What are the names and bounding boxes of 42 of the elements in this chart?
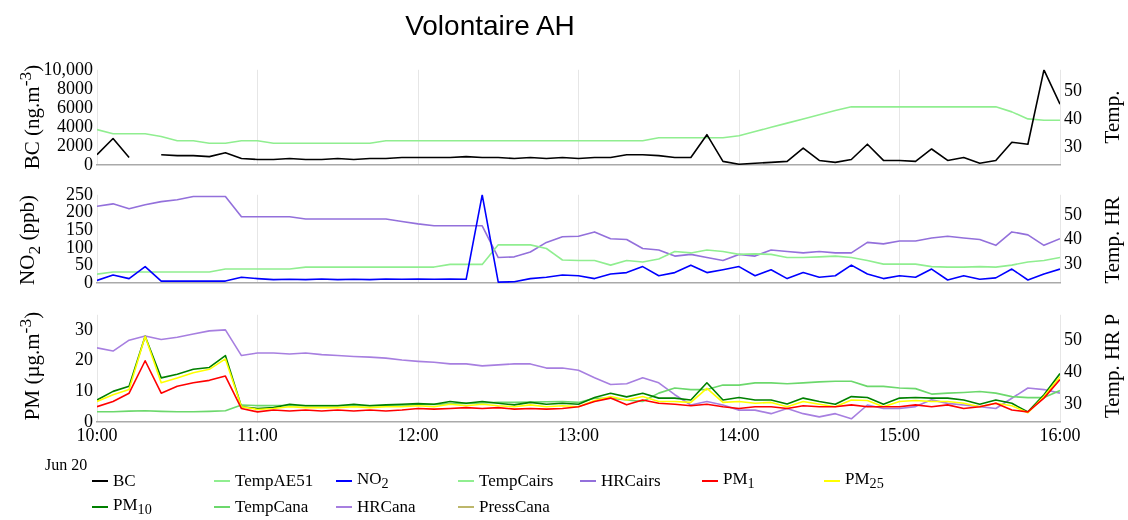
text: Jun 20 (45, 456, 88, 474)
legend-label: TempAE51 (235, 471, 314, 491)
y2-tick-label: 30 (1064, 135, 1082, 156)
legend-label: PM$_{25}$ (845, 469, 884, 493)
y2-tick-label: 30 (1064, 252, 1082, 273)
y2-axis-title: Temp. (1099, 90, 1125, 144)
legend-label: PM$_{1}$ (723, 469, 755, 493)
x-tick-label: 14:00 (718, 424, 760, 445)
x-tick-label: 16:00 (1039, 424, 1081, 445)
y-tick-label: 4000 (57, 115, 93, 136)
legend-label: BC (113, 471, 136, 491)
legend-label: TempCairs (479, 471, 554, 491)
legend-label: PM$_{10}$ (113, 495, 152, 519)
y-tick-label: 10,000 (43, 58, 93, 79)
legend-label: HRCairs (601, 471, 661, 491)
legend-label: NO$_{2}$ (357, 469, 389, 493)
y2-tick-label: 50 (1064, 204, 1082, 225)
y2-tick-label: 40 (1064, 228, 1082, 249)
chart-title: Volontaire AH (405, 10, 575, 42)
legend-label: TempCana (235, 497, 309, 517)
y-tick-label: 100 (66, 236, 93, 257)
y2-tick-label: 50 (1064, 79, 1082, 100)
x-tick-label: 12:00 (397, 424, 439, 445)
y2-tick-label: 40 (1064, 107, 1082, 128)
y2-tick-label: 30 (1064, 393, 1082, 414)
legend-label: HRCana (357, 497, 416, 517)
y-tick-label: 2000 (57, 134, 93, 155)
legend-label: PressCana (479, 497, 550, 517)
y-tick-label: 20 (75, 349, 93, 370)
y-tick-label: 250 (66, 183, 93, 204)
y-tick-label: 10 (75, 380, 93, 401)
x-tick-label: 13:00 (557, 424, 600, 445)
x-tick-label: 11:00 (237, 424, 278, 445)
y2-axis-title: Temp. HR P (1099, 313, 1125, 419)
y-tick-label: 0 (84, 153, 93, 174)
y2-axis-title: Temp. HR (1099, 196, 1125, 284)
y-tick-label: 30 (75, 318, 93, 339)
y-tick-label: 8000 (57, 77, 93, 98)
y2-tick-label: 50 (1064, 328, 1082, 349)
y-tick-label: 6000 (57, 96, 93, 117)
y2-tick-label: 40 (1064, 360, 1082, 381)
x-tick-label: 15:00 (878, 424, 921, 445)
